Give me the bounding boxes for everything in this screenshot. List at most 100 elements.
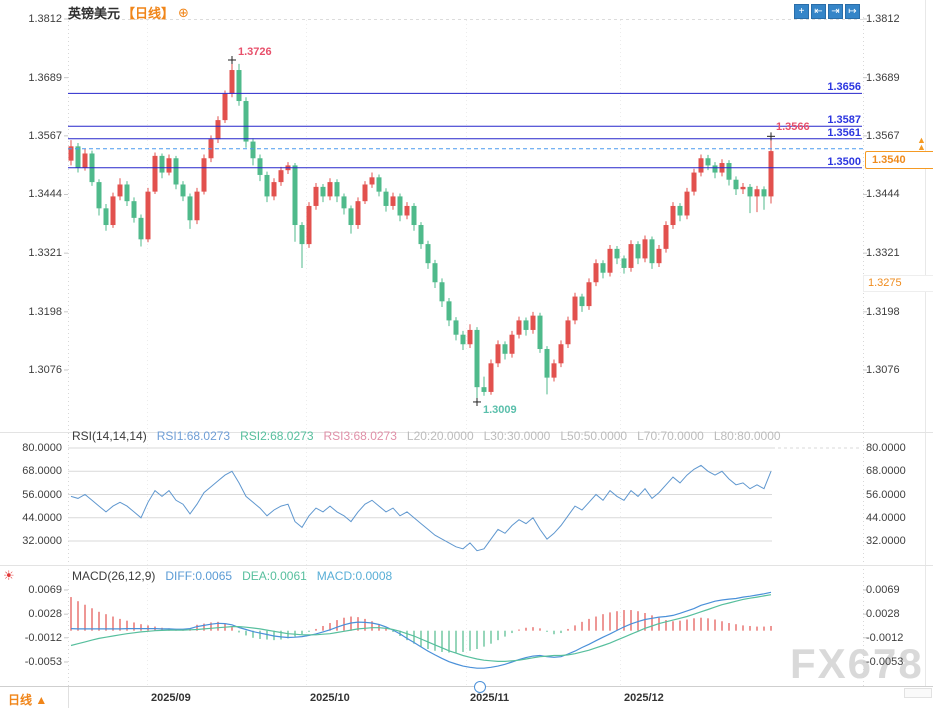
candle-body-up [565,320,571,345]
indicator-value-label: L50:50.0000 [560,429,628,443]
last-high-label: 1.3566 [776,121,810,133]
candle-body-down [481,387,487,392]
candle-body-down [187,196,193,221]
rsi-axis-label-right: 32.0000 [866,535,906,547]
timeframe-label: 日线 [8,693,33,707]
candle-body-down [397,196,403,216]
candle-body-down [453,320,459,335]
candle-body-down [712,165,718,173]
candle-body-down [635,244,641,259]
candle-body-up [467,329,473,345]
candle-body-down [439,282,445,302]
macd-axis-label-right: -0.0053 [866,656,904,668]
symbol-name: 英镑美元 [68,6,121,21]
pan-icon[interactable]: + [794,4,809,19]
rsi-axis-label-left: 80.0000 [22,442,62,454]
price-axis-label-left: 1.3076 [28,364,62,376]
scrollbar-handle[interactable] [474,681,486,693]
candle-body-down [383,191,389,206]
low-marker-label: 1.3009 [483,403,517,416]
candle-body-up [663,225,669,249]
macd-axis-label-right: -0.0012 [866,632,904,644]
add-indicator-icon[interactable]: ⊕ [178,4,189,20]
candle-body-up [530,315,536,330]
price-axis-label-left: 1.3198 [28,306,62,318]
macd-dea-line [70,594,772,663]
candle-body-down [474,329,480,388]
rsi-axis-label-right: 56.0000 [866,489,906,501]
candle-body-down [299,225,305,245]
rsi-axis-label-right: 80.0000 [866,442,906,454]
goto-latest-icon[interactable]: ↦ [845,4,860,19]
candle-body-up [194,191,200,221]
indicator-settings-icon[interactable]: ☀ [3,568,15,583]
candle-body-down [761,189,767,197]
candle-body-up [698,158,704,173]
rsi-title: RSI(14,14,14) [72,429,147,443]
candle-body-up [117,184,123,197]
candle-body-down [733,179,739,190]
macd-axis-label-left: 0.0028 [28,608,62,620]
price-axis-label-left: 1.3812 [28,13,62,25]
candle-body-up [362,184,368,202]
time-axis-label: 2025/09 [151,692,191,704]
candle-body-up [201,158,207,192]
candle-body-down [649,239,655,264]
scale-left-icon[interactable]: ⇤ [811,4,826,19]
price-axis-label-right: 1.3812 [866,13,900,25]
candle-body-down [348,208,354,226]
candle-body-down [292,165,298,226]
candle-body-up [691,172,697,192]
price-up-arrow-icon: ▲ [917,135,926,145]
indicator-value-label: RSI2:68.0273 [240,429,314,443]
macd-header: MACD(26,12,9) DIFF:0.0065 DEA:0.0061 MACD:0… [72,569,392,583]
scrollbar-end-box [904,688,932,698]
candle-body-up [586,282,592,307]
candle-body-down [425,244,431,264]
candle-body-down [138,217,144,240]
candle-body-up [593,263,599,283]
candle-body-up [369,177,375,185]
candle-body-up [82,153,88,168]
high-marker-label: 1.3726 [238,46,272,58]
candle-body-up [404,205,410,216]
indicator-value-label: L80:80.0000 [713,429,781,443]
candle-body-up [215,120,221,140]
candle-body-down [600,263,606,273]
candle-body-up [551,363,557,378]
rsi-axis-label-left: 68.0000 [22,465,62,477]
candle-body-up [222,93,228,121]
candle-body-down [257,158,263,175]
level-price-label: 1.3561 [827,127,861,139]
candle-body-down [432,263,438,283]
candle-body-down [334,182,340,197]
rsi-axis-label-left: 44.0000 [22,512,62,524]
candle-body-down [320,186,326,197]
period-tag[interactable]: 【日线】 [122,6,175,21]
level-price-label: 1.3656 [827,81,861,93]
candle-body-up [145,191,151,240]
candle-body-down [180,184,186,197]
candle-body-up [229,70,235,94]
candle-body-up [152,155,158,192]
price-axis-label-left: 1.3321 [28,247,62,259]
candle-body-down [502,344,508,354]
candle-body-up [516,320,522,335]
candle-body-up [355,201,361,226]
price-up-arrow-icon: ▲ [917,142,926,152]
indicator-value-label: DEA:0.0061 [242,569,307,583]
candle-body-up [628,244,634,268]
candle-body-up [68,146,74,161]
candle-body-up [306,205,312,245]
candle-body-down [621,258,627,268]
candle-body-down [236,70,242,102]
timeframe-selector[interactable]: 日线 ▲ [8,691,47,708]
rsi-axis-label-right: 44.0000 [866,512,906,524]
candle-body-up [390,196,396,206]
candle-body-down [579,296,585,307]
candle-body-down [677,205,683,216]
candle-body-up [642,239,648,259]
scale-right-icon[interactable]: ⇥ [828,4,843,19]
rsi-axis-label-left: 32.0000 [22,535,62,547]
